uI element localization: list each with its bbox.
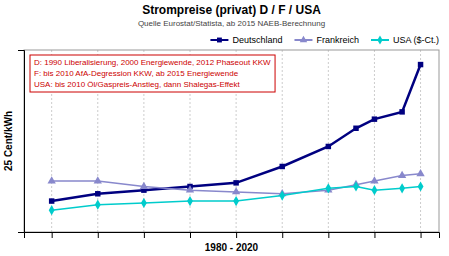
x-tick-mark	[421, 232, 422, 238]
series-marker	[49, 198, 54, 203]
x-tick-mark	[282, 232, 283, 238]
series-marker	[94, 176, 102, 183]
x-tick	[374, 232, 375, 238]
chart: Strompreise (privat) D / F / USA Quelle E…	[0, 0, 449, 256]
y-axis-title: 25 Cent/kWh	[3, 111, 14, 171]
series-marker	[399, 183, 405, 193]
series-marker	[418, 181, 424, 191]
legend-marker	[300, 36, 307, 42]
legend-label: Deutschland	[232, 35, 282, 45]
series-marker	[326, 144, 331, 149]
series-marker	[140, 182, 148, 189]
x-tick-mark	[144, 232, 145, 238]
legend: Deutschland Frankreich USA ($-Ct.)	[210, 35, 439, 45]
x-tick	[328, 232, 329, 238]
series-marker	[49, 205, 55, 215]
series-marker	[233, 180, 238, 185]
series-marker	[353, 126, 358, 131]
x-tick	[190, 232, 191, 238]
x-tick	[282, 232, 283, 238]
x-tick-mark	[52, 232, 53, 238]
legend-item: USA ($-Ct.)	[371, 35, 439, 45]
x-tick-mark	[190, 232, 191, 238]
series-marker	[95, 191, 100, 196]
series-marker	[399, 109, 404, 114]
annotation: D: 1990 Liberalisierung, 2000 Energiewen…	[30, 55, 275, 92]
grid-line-x	[420, 50, 421, 232]
annotation-line: USA: bis 2010 Öl/Gaspreis-Anstieg, dann …	[34, 80, 241, 89]
legend-item: Frankreich	[294, 35, 359, 45]
x-tick	[98, 232, 99, 238]
x-tick	[236, 232, 237, 238]
series-marker	[418, 62, 423, 67]
x-tick	[144, 232, 145, 238]
annotation-line: D: 1990 Liberalisierung, 2000 Energiewen…	[34, 58, 271, 67]
series-line	[52, 187, 421, 211]
x-axis	[25, 232, 440, 238]
x-axis-line	[25, 233, 440, 239]
series-marker	[141, 198, 147, 208]
legend-label: Frankreich	[316, 35, 359, 45]
legend-item: Deutschland	[210, 35, 282, 45]
series-marker	[187, 196, 193, 206]
legend-marker	[377, 35, 382, 44]
annotation-text: D: 1990 Liberalisierung, 2000 Energiewen…	[34, 58, 271, 89]
series-marker	[233, 196, 239, 206]
y-axis	[18, 51, 25, 233]
grid-line-x	[374, 50, 375, 232]
x-tick-mark	[98, 232, 99, 238]
series-marker	[325, 183, 331, 193]
grid-line-x	[328, 50, 329, 232]
x-axis-title: 1980 - 2020	[205, 242, 259, 253]
x-tick-mark	[374, 232, 375, 238]
x-tick	[421, 232, 422, 238]
series-marker	[353, 181, 359, 191]
texts: Strompreise (privat) D / F / USA Quelle E…	[3, 3, 439, 253]
title: Strompreise (privat) D / F / USA	[142, 3, 321, 17]
series-marker	[398, 171, 406, 178]
series-marker	[232, 187, 240, 194]
series-line	[52, 174, 421, 194]
series-marker	[372, 185, 378, 195]
series-marker	[370, 176, 378, 183]
subtitle: Quelle Eurostat/Statista, ab 2015 NAEB-B…	[138, 19, 325, 28]
series-marker	[416, 169, 424, 176]
plot-frame	[24, 50, 439, 232]
series-marker	[279, 191, 285, 201]
legend-label: USA ($-Ct.)	[393, 35, 439, 45]
series-marker	[186, 185, 194, 192]
grid-line-x	[282, 50, 283, 232]
annotation-box	[30, 55, 275, 92]
x-tick-mark	[328, 232, 329, 238]
series-marker	[48, 176, 56, 183]
annotation-line: F: bis 2010 AfA-Degression KKW, ab 2015 …	[34, 69, 239, 78]
series-marker	[372, 116, 377, 121]
series-marker	[279, 164, 284, 169]
x-tick	[52, 232, 53, 238]
legend-marker	[217, 38, 222, 43]
x-tick-mark	[236, 232, 237, 238]
series-marker	[95, 200, 101, 210]
y-axis-line	[18, 51, 25, 233]
